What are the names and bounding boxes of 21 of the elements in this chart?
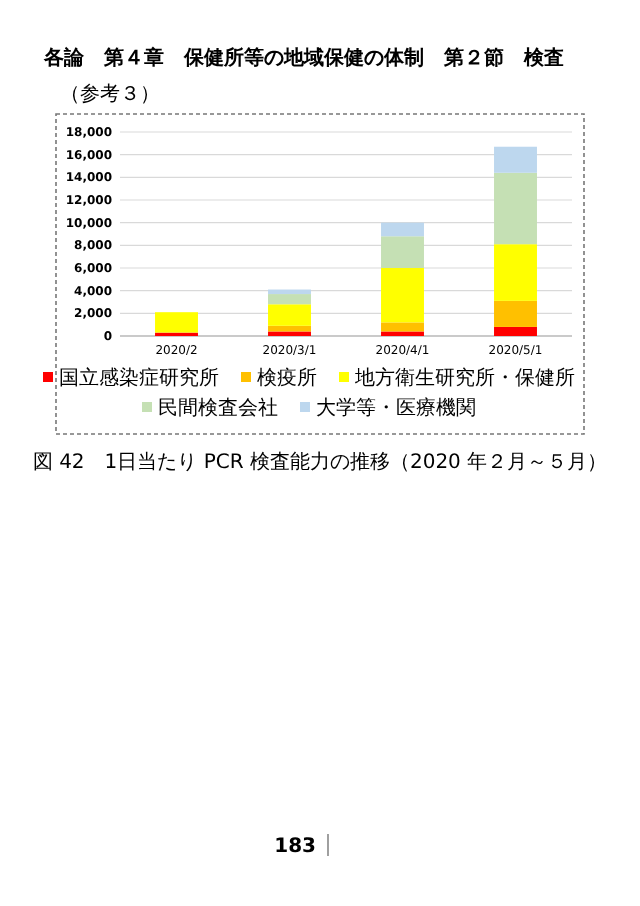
bar — [494, 300, 537, 327]
bar — [268, 294, 311, 305]
bar — [494, 244, 537, 301]
text: （参考３） — [60, 82, 160, 106]
bar — [494, 326, 537, 336]
legend-label: 大学等・医療機関 — [316, 396, 476, 420]
bar — [155, 312, 198, 333]
bar — [381, 268, 424, 323]
bar — [381, 236, 424, 268]
text: 各論 第４章 保健所等の地域保健の体制 第２節 検査 — [42, 46, 564, 70]
bar — [268, 304, 311, 326]
bar — [381, 322, 424, 332]
legend-label: 国立感染症研究所 — [59, 366, 219, 390]
legend-label: 検疫所 — [257, 366, 317, 390]
bar — [381, 222, 424, 237]
bar — [494, 172, 537, 245]
text: 図 42 1日当たり PCR 検査能力の推移（2020 年２月～５月） — [32, 450, 608, 474]
legend-label: 地方衛生研究所・保健所 — [353, 366, 575, 390]
legend-label: 民間検査会社 — [158, 396, 278, 420]
text: 183 — [274, 836, 317, 858]
bar — [494, 146, 537, 173]
